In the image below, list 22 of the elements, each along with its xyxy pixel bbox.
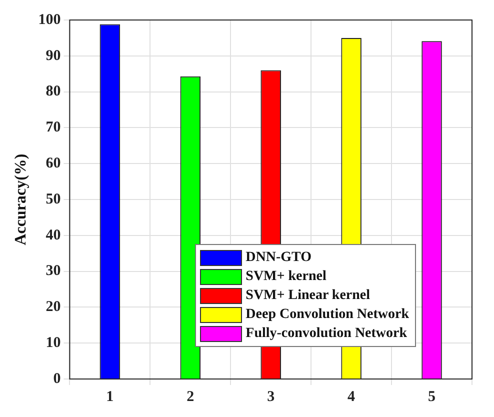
legend-label: Fully-convolution Network — [246, 326, 408, 342]
x-tick-label: 5 — [428, 388, 436, 405]
y-tick-label: 80 — [46, 84, 61, 100]
y-tick-label: 50 — [46, 191, 61, 208]
legend-label: DNN-GTO — [246, 250, 312, 266]
legend-label: SVM+ kernel — [246, 268, 326, 284]
y-tick-label: 20 — [46, 299, 61, 316]
legend-label: SVM+ Linear kernel — [246, 288, 370, 304]
y-tick-label: 70 — [46, 120, 61, 136]
y-tick-label: 40 — [46, 227, 61, 244]
x-tick-label: 1 — [106, 388, 114, 405]
y-tick-label: 60 — [46, 155, 61, 172]
y-tick-label: 0 — [53, 370, 61, 387]
x-tick-label: 2 — [186, 388, 194, 405]
y-axis-title: Accuracy(%) — [12, 154, 30, 246]
y-tick-label: 100 — [38, 12, 61, 28]
legend-label: Deep Convolution Network — [246, 306, 409, 322]
x-tick-label: 4 — [348, 388, 356, 405]
y-tick-label: 10 — [46, 334, 61, 351]
y-tick-label: 30 — [46, 263, 61, 280]
x-tick-label: 3 — [267, 388, 275, 405]
y-tick-label: 90 — [46, 48, 61, 64]
